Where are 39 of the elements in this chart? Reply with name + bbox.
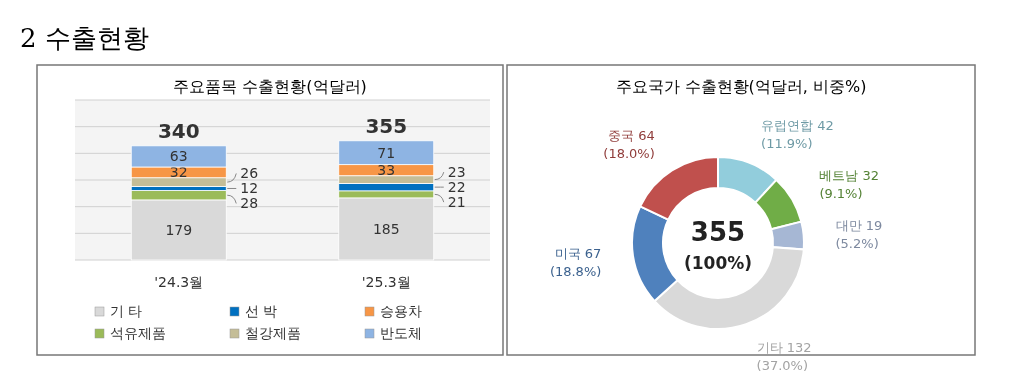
data-label: 28: [240, 195, 259, 212]
slice-label: 베트남 32: [819, 167, 880, 183]
slice-label: 중국 64: [608, 128, 655, 144]
slice-label: 미국 67: [554, 245, 602, 261]
data-label: (37.0%): [756, 357, 809, 373]
data-label: 185: [372, 220, 400, 237]
data-label: (5.2%): [835, 235, 879, 251]
total-label: 340: [157, 118, 200, 143]
text: (100%): [683, 253, 753, 273]
data-label: 63: [169, 148, 188, 165]
data-label: 22: [447, 179, 466, 196]
data-label: (18.0%): [603, 146, 655, 162]
total-label: 355: [365, 113, 408, 138]
legend-label: 반도체: [380, 325, 422, 341]
x-tick-label: '24.3월: [154, 274, 204, 290]
data-label: 21: [447, 194, 466, 211]
slice-label: 유럽연합 42: [761, 118, 834, 134]
data-label: 26: [240, 165, 259, 182]
text: 355: [690, 217, 746, 247]
data-label: (9.1%): [819, 185, 863, 201]
x-tick-label: '25.3월: [361, 274, 411, 290]
legend-label: 석유제품: [110, 325, 166, 341]
data-label: 23: [447, 164, 466, 181]
data-label: 33: [377, 162, 396, 179]
data-label: 12: [240, 180, 259, 197]
data-label: 71: [377, 144, 396, 161]
legend-label: 철강제품: [245, 325, 301, 341]
chart-title: 주요품목 수출현황(억달러): [173, 77, 367, 96]
slice-label: 기타 132: [756, 339, 812, 355]
legend-label: 선 박: [245, 303, 278, 319]
slice-label: 대만 19: [835, 217, 883, 233]
chart-title: 주요국가 수출현황(억달러, 비중%): [615, 77, 867, 96]
legend-label: 기 타: [110, 303, 143, 319]
data-label: (11.9%): [761, 136, 813, 152]
text: 2 수출현황: [20, 23, 149, 53]
data-label: 32: [169, 164, 188, 181]
data-label: 179: [165, 221, 193, 238]
data-label: (18.8%): [549, 263, 602, 279]
legend-label: 승용차: [380, 303, 422, 319]
